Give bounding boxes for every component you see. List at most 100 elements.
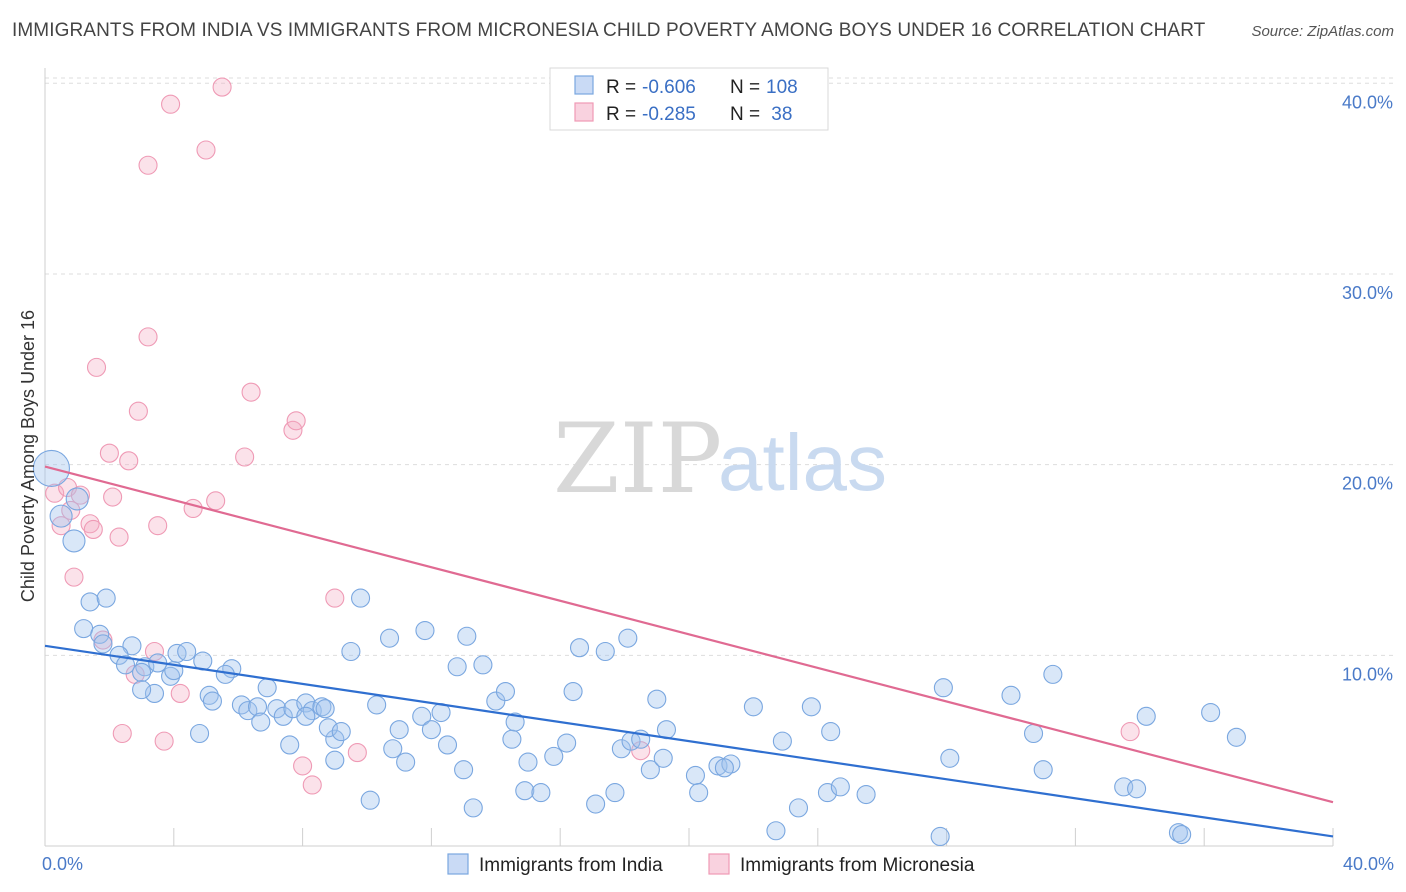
- micronesia-point: [83, 519, 103, 540]
- legend-r-label-micronesia: R =: [606, 104, 636, 125]
- india-point: [930, 826, 950, 847]
- micronesia-point: [631, 741, 651, 761]
- india-point: [830, 777, 850, 797]
- micronesia-point: [103, 487, 123, 507]
- legend-r-value-micronesia: -0.285: [642, 104, 696, 125]
- micronesia-point: [196, 140, 216, 160]
- india-point: [74, 619, 94, 639]
- source-label: Source: ZipAtlas.com: [1251, 23, 1394, 40]
- legend-n-label-micronesia: N =: [730, 104, 760, 125]
- india-point: [801, 697, 821, 717]
- india-point: [447, 657, 467, 677]
- india-point: [1127, 779, 1147, 799]
- india-point: [396, 752, 416, 772]
- micronesia-point: [325, 588, 345, 608]
- india-point: [49, 504, 73, 528]
- india-point: [379, 628, 400, 648]
- india-point: [605, 783, 625, 803]
- chart-title: IMMIGRANTS FROM INDIA VS IMMIGRANTS FROM…: [12, 20, 1206, 41]
- micronesia-point: [112, 723, 132, 744]
- micronesia-point: [154, 731, 174, 751]
- india-point: [383, 739, 403, 759]
- micronesia-point: [148, 516, 168, 536]
- micronesia-point: [144, 641, 165, 662]
- micronesia-point: [241, 382, 261, 402]
- india-point: [640, 760, 660, 780]
- india-point: [1172, 825, 1192, 845]
- india-point: [586, 794, 606, 814]
- bottom-legend-swatch-micronesia: [708, 853, 730, 875]
- india-point: [1033, 760, 1053, 780]
- india-point: [367, 695, 387, 715]
- india-point: [421, 720, 441, 740]
- india-point: [199, 685, 219, 705]
- micronesia-point: [293, 756, 313, 776]
- india-point: [96, 588, 116, 608]
- india-point: [544, 746, 564, 766]
- india-point: [437, 735, 458, 755]
- watermark: ZIP atlas: [553, 403, 887, 515]
- india-point: [325, 729, 345, 749]
- watermark-zip: ZIP: [553, 403, 722, 515]
- micronesia-point: [302, 775, 322, 795]
- india-point: [312, 697, 332, 717]
- india-trend-line: [44, 644, 1334, 838]
- india-point: [122, 636, 142, 656]
- india-point: [518, 752, 538, 772]
- y-axis-label: Child Poverty Among Boys Under 16: [18, 310, 38, 602]
- india-point: [351, 588, 371, 608]
- india-point: [933, 678, 953, 698]
- bottom-legend-swatch-india: [447, 853, 469, 875]
- micronesia-point: [170, 683, 190, 704]
- india-point: [62, 529, 86, 553]
- series-micronesia-points: [45, 77, 1140, 795]
- micronesia-point: [138, 327, 158, 347]
- micronesia-point: [86, 357, 107, 377]
- micronesia-point: [212, 77, 232, 97]
- micronesia-point: [206, 491, 226, 511]
- india-point: [132, 662, 152, 683]
- y-tick-labels: 10.0% 20.0% 30.0% 40.0%: [1342, 92, 1393, 684]
- india-point: [653, 748, 673, 768]
- india-point: [247, 697, 268, 717]
- india-point: [685, 765, 705, 785]
- india-point: [689, 783, 709, 803]
- india-point: [115, 655, 136, 675]
- india-point: [341, 641, 361, 662]
- y-tick-label: 30.0%: [1342, 283, 1393, 303]
- india-point: [80, 592, 100, 612]
- x-axis-ticks: [44, 828, 1334, 846]
- india-point: [454, 760, 474, 780]
- grid-lines: [45, 77, 1393, 656]
- x-tick-label-min: 0.0%: [42, 854, 83, 874]
- india-point: [772, 731, 792, 751]
- india-point: [93, 634, 113, 654]
- india-point: [273, 706, 293, 726]
- correlation-legend: R = -0.606 N = 108 R = -0.285 N = 38: [549, 67, 829, 131]
- india-point: [788, 798, 809, 818]
- micronesia-point: [99, 443, 119, 463]
- micronesia-trend-line: [44, 465, 1334, 804]
- india-point: [569, 638, 590, 658]
- india-point: [821, 722, 841, 742]
- india-point: [531, 783, 551, 803]
- india-point: [595, 641, 615, 662]
- legend-swatch-india: [574, 75, 594, 95]
- india-point: [161, 666, 181, 686]
- india-point: [132, 680, 152, 700]
- india-point: [515, 781, 535, 801]
- india-point: [940, 748, 960, 768]
- india-point: [280, 735, 300, 755]
- india-point: [325, 750, 345, 770]
- india-point: [1136, 706, 1156, 726]
- watermark-atlas: atlas: [718, 418, 887, 507]
- india-point: [251, 712, 271, 732]
- micronesia-point: [1120, 722, 1140, 742]
- bottom-legend-label-india: Immigrants from India: [479, 855, 663, 876]
- india-point: [177, 641, 197, 662]
- india-point: [318, 718, 338, 738]
- trend-lines: [44, 465, 1334, 838]
- x-tick-label-max: 40.0%: [1343, 854, 1394, 874]
- y-tick-label: 40.0%: [1342, 92, 1393, 112]
- micronesia-point: [161, 94, 181, 114]
